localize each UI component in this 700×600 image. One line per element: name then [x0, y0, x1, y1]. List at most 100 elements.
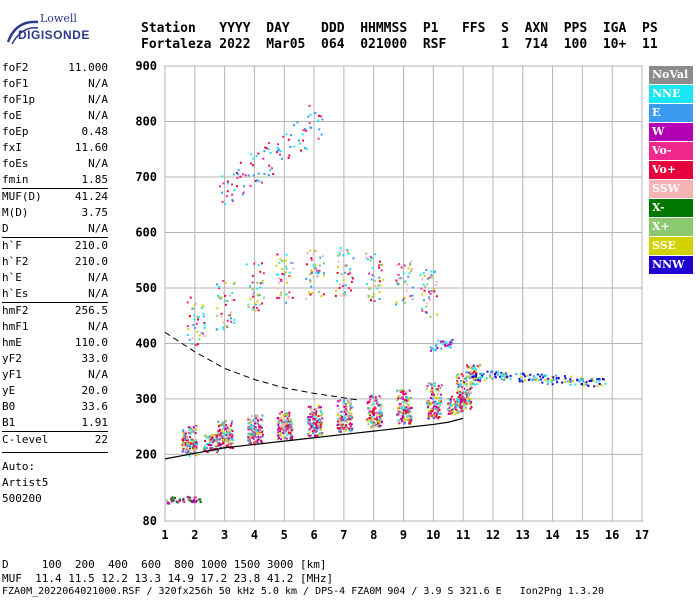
- echo-point-x_trace: [288, 413, 291, 416]
- auto-version: 500200: [2, 492, 42, 505]
- echo-point-o_trace: [287, 429, 290, 432]
- echo-point-f_echo_2hop: [352, 257, 355, 260]
- echo-point-f_echo_2hop: [285, 267, 288, 270]
- echo-point-o_trace: [181, 444, 184, 447]
- param-key: M(D): [2, 206, 29, 219]
- echo-point-x_trace: [367, 412, 370, 415]
- echo-point-o_trace: [189, 444, 192, 447]
- echo-point-o_trace: [369, 416, 372, 419]
- echo-point-x_trace: [256, 422, 259, 425]
- echo-point-x_trace: [399, 402, 402, 405]
- x-tick-label: 17: [635, 528, 649, 542]
- echo-point-sporadic_low: [199, 498, 202, 501]
- echo-point-f_echo_2hop: [186, 301, 189, 304]
- echo-point-o_trace: [396, 413, 399, 416]
- echo-point-spread_far: [485, 377, 488, 380]
- echo-point-f_echo_2hop: [231, 299, 234, 302]
- echo-point-f_echo_2hop: [431, 276, 434, 279]
- echo-point-o_trace: [402, 416, 405, 419]
- echo-point-o_trace: [465, 393, 468, 396]
- echo-point-spread_far: [515, 373, 518, 376]
- echo-point-spread_far: [532, 375, 535, 378]
- echo-point-f_echo_2hop: [403, 264, 406, 267]
- param-row: yF2 33.0: [2, 351, 108, 367]
- echo-point-f_echo_2hop: [247, 306, 250, 309]
- echo-point-x_trace: [255, 417, 258, 420]
- echo-point-o_trace: [408, 414, 411, 417]
- echo-point-f_echo_3hop: [221, 175, 224, 178]
- echo-point-o_trace: [405, 412, 408, 415]
- echo-point-o_trace: [459, 403, 462, 406]
- echo-point-f_echo_2hop: [280, 259, 283, 262]
- echo-point-f_echo_2hop: [292, 262, 295, 265]
- echo-point-column_10_4: [449, 343, 452, 346]
- header-value-3: 064: [321, 37, 361, 52]
- echo-point-x_trace: [285, 420, 288, 423]
- echo-point-x_trace: [430, 390, 433, 393]
- echo-point-o_trace: [369, 417, 372, 420]
- echo-point-o_trace: [253, 441, 256, 444]
- echo-point-o_trace: [229, 442, 232, 445]
- echo-point-o_trace: [310, 425, 313, 428]
- echo-point-o_trace: [217, 434, 220, 437]
- echo-point-o_trace: [208, 442, 211, 445]
- echo-point-x_trace: [285, 428, 288, 431]
- echo-point-f_echo_2hop: [312, 275, 315, 278]
- echo-point-o_trace: [432, 414, 435, 417]
- echo-point-x_trace: [223, 419, 226, 422]
- param-row: foEs N/A: [2, 156, 108, 172]
- logo-line2: DIGISONDE: [18, 28, 90, 42]
- echo-point-sporadic_low: [168, 502, 171, 505]
- echo-point-x_trace: [425, 387, 428, 390]
- echo-point-o_trace: [366, 420, 369, 423]
- echo-point-f_echo_2hop: [222, 279, 225, 282]
- echo-point-f_echo_2hop: [259, 286, 262, 289]
- echo-point-f_echo_3hop: [293, 145, 296, 148]
- echo-point-o_trace: [255, 440, 258, 443]
- echo-point-x_trace: [277, 420, 280, 423]
- echo-point-sporadic_low: [170, 498, 173, 501]
- echo-point-x_trace: [279, 417, 282, 420]
- echo-point-o_trace: [280, 438, 283, 441]
- y-tick-label: 500: [135, 281, 157, 295]
- echo-point-f_echo_2hop: [349, 268, 352, 271]
- echo-point-f_echo_2hop: [188, 315, 191, 318]
- echo-point-f_echo_2hop: [315, 271, 318, 274]
- echo-point-o_trace: [465, 399, 468, 402]
- echo-point-o_trace: [320, 433, 323, 436]
- echo-point-x_trace: [190, 427, 193, 430]
- echo-point-o_trace: [225, 433, 228, 436]
- echo-point-f_echo_2hop: [372, 295, 375, 298]
- echo-point-x_trace: [401, 395, 404, 398]
- echo-point-f_echo_2hop: [258, 294, 261, 297]
- echo-point-o_trace: [373, 422, 376, 425]
- echo-point-sporadic_low: [170, 501, 173, 504]
- echo-point-o_trace: [229, 447, 232, 450]
- echo-point-o_trace: [465, 402, 468, 405]
- parameters-panel: foF2 11.000 foF1 N/A foF1p N/A foE N/A foEp 0.48 f…: [2, 60, 108, 507]
- echo-point-x_trace: [469, 376, 472, 379]
- echo-point-x_trace: [428, 382, 431, 385]
- echo-point-x_trace: [249, 418, 252, 421]
- echo-point-f_echo_2hop: [378, 280, 381, 283]
- echo-point-x_trace: [408, 388, 411, 391]
- echo-point-f_echo_2hop: [371, 266, 374, 269]
- echo-point-f_echo_2hop: [193, 303, 196, 306]
- echo-point-f_echo_2hop: [373, 275, 376, 278]
- echo-point-o_trace: [348, 417, 351, 420]
- echo-point-x_trace: [427, 401, 430, 404]
- echo-point-x_trace: [217, 425, 220, 428]
- echo-point-x_trace: [253, 419, 256, 422]
- echo-point-x_trace: [218, 429, 221, 432]
- echo-point-o_trace: [407, 411, 410, 414]
- echo-point-f_echo_3hop: [290, 134, 293, 137]
- echo-point-f_echo_3hop: [308, 122, 311, 125]
- echo-point-spread_far: [584, 381, 587, 384]
- echo-point-o_trace: [278, 437, 281, 440]
- echo-point-f_echo_2hop: [309, 293, 312, 296]
- echo-point-x_trace: [368, 410, 371, 413]
- echo-point-spread_far: [567, 380, 570, 383]
- echo-point-f_echo_2hop: [280, 291, 283, 294]
- echo-point-x_trace: [247, 418, 250, 421]
- echo-point-o_trace: [449, 399, 452, 402]
